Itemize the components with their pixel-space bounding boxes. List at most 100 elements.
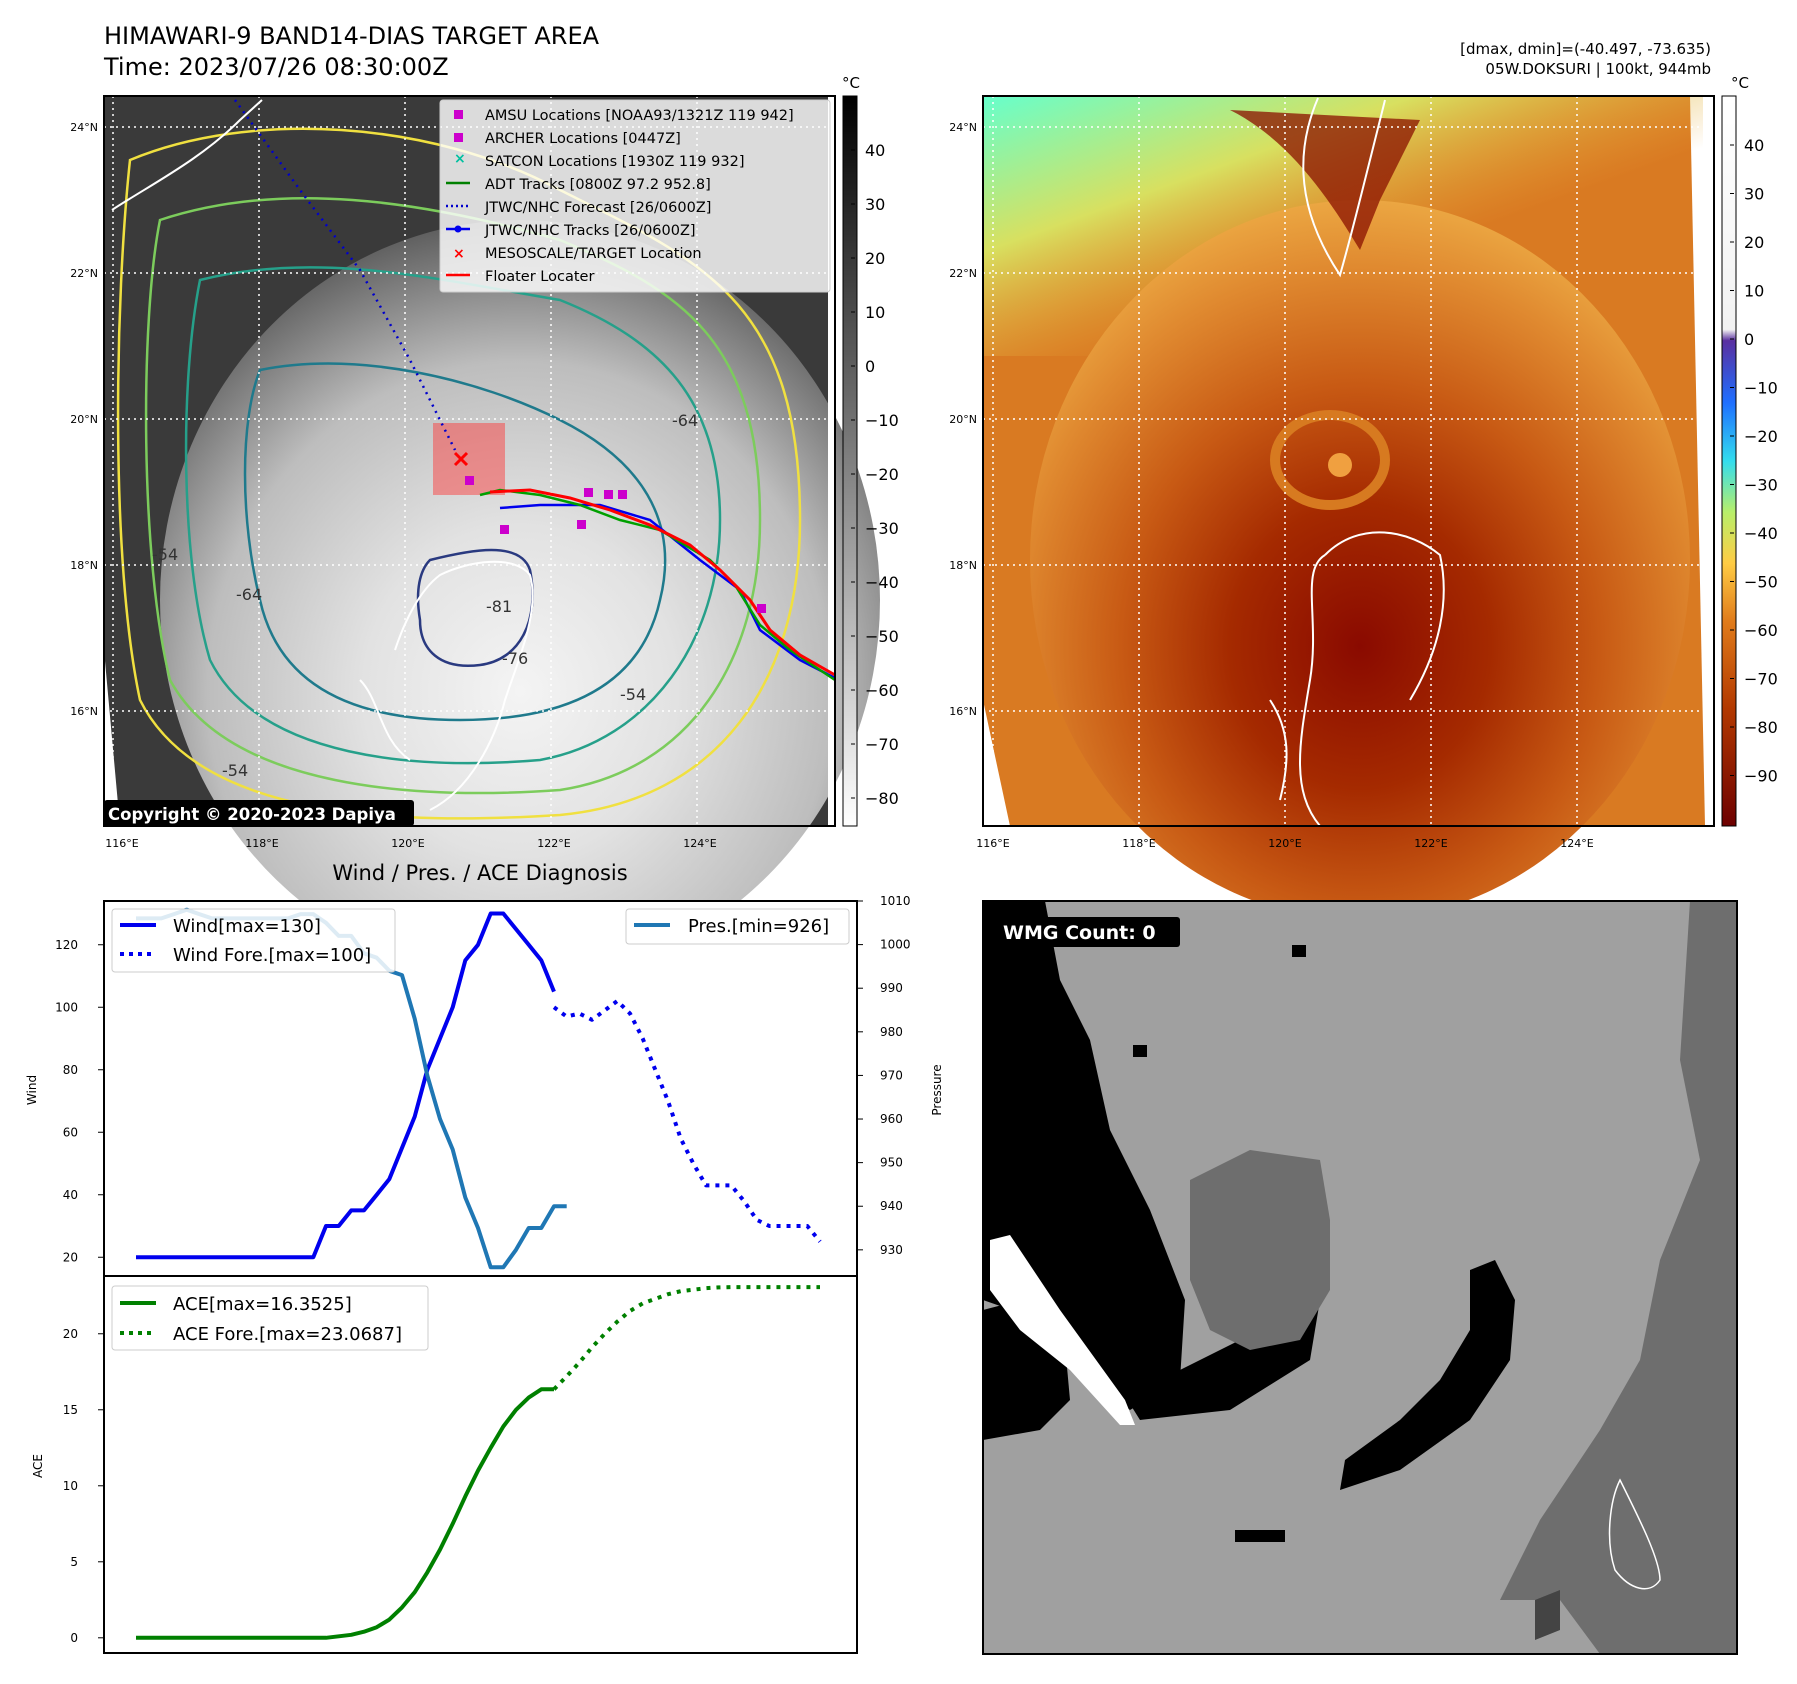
wind-tick-label: 20 (63, 1250, 78, 1264)
colorbar-tick-label: −80 (1744, 718, 1778, 737)
series-line-ace-max-16-3525- (136, 1387, 554, 1640)
colorbar-tick-label: 0 (865, 357, 875, 376)
ace-tick-label: 10 (63, 1479, 78, 1493)
ace-legend (111, 1285, 429, 1351)
legend-floater: Floater Locater (485, 269, 594, 285)
colorbar-tick-label: 40 (1744, 136, 1764, 155)
pressure-legend (625, 908, 850, 945)
series-line-wind-max-130- (136, 911, 556, 1260)
wmg-panel: WMG Count: 0 (982, 900, 1738, 1655)
lon-label: 124°E (683, 837, 716, 850)
coastlines (111, 99, 534, 811)
pressure-tick-label: 1010 (880, 894, 911, 908)
ace-tick-label: 15 (63, 1403, 78, 1417)
svg-text:×: × (453, 246, 465, 262)
colorbar-gray: °C 40 30 20 10 0 −10 −20 −30 −40 −50 −60 −70 −80 (842, 74, 899, 827)
ir-map-frame (103, 95, 836, 827)
colorbar-color-unit: °C (1731, 74, 1749, 92)
colorbar-gray-unit: °C (842, 74, 860, 92)
lat-label: 20°N (70, 413, 98, 426)
colorbar-tick-label: −70 (865, 735, 899, 754)
legend-adt: ADT Tracks [0800Z 97.2 952.8] (485, 177, 711, 193)
colorbar-tick-label: 40 (865, 141, 885, 160)
lon-label: 116°E (105, 837, 138, 850)
figure-time: Time: 2023/07/26 08:30:00Z (103, 53, 449, 81)
lon-label: 124°E (1560, 837, 1593, 850)
ace-tick-label: 20 (63, 1327, 78, 1341)
series-line-wind-fore-max-100- (552, 999, 822, 1243)
legend-wind: Wind[max=130] (173, 916, 321, 937)
lat-label: 18°N (949, 559, 977, 572)
colorbar-tick-label: 10 (865, 303, 885, 322)
colorbar-tick-label: −40 (1744, 524, 1778, 543)
map-gridlines-color (983, 96, 1705, 826)
colorbar-tick-label: −20 (865, 465, 899, 484)
wind-legend (111, 908, 396, 973)
colorbar-tick-label: −60 (865, 681, 899, 700)
pressure-axis-label: Pressure (930, 1064, 944, 1115)
wmg-badge (997, 917, 1180, 947)
ace-chart: 0 5 10 15 20 ACE ACE[max=16.3525] ACE Fore.[… (31, 1275, 858, 1654)
lon-label: 122°E (537, 837, 570, 850)
color-map-panel: 24°N 22°N 20°N 18°N 16°N 116°E 118°E 120… (949, 95, 1715, 920)
jtwc-forecast-track (233, 99, 457, 451)
ace-tick-label: 5 (70, 1555, 78, 1569)
contour-label: -64 (236, 585, 262, 604)
contour-label: -76 (502, 649, 528, 668)
contour-label: -81 (486, 597, 512, 616)
colorbar-tick-label: 10 (1744, 282, 1764, 301)
wind-tick-label: 60 (63, 1125, 78, 1139)
figure-title: HIMAWARI-9 BAND14-DIAS TARGET AREA (104, 22, 600, 50)
legend-ace: ACE[max=16.3525] (173, 1294, 352, 1315)
legend-archer: ARCHER Locations [0447Z] (485, 131, 681, 147)
wind-pressure-chart: 20 40 60 80 100 120 930 940 950 960 970 980 990 1000… (25, 894, 944, 1277)
colorbar-tick-label: −10 (865, 411, 899, 430)
storm-eye-band (1270, 410, 1390, 510)
pressure-tick-label: 960 (880, 1112, 903, 1126)
ace-axis-label: ACE (31, 1454, 45, 1478)
lon-label: 120°E (391, 837, 424, 850)
ir-map-panel: -81 -76 -64 -54 -54 -54 -64 × × AMSU Loc… (70, 95, 880, 980)
lat-label: 22°N (949, 267, 977, 280)
ace-tick-label: 0 (70, 1631, 78, 1645)
legend-ace-forecast: ACE Fore.[max=23.0687] (173, 1324, 402, 1345)
lat-label: 24°N (70, 121, 98, 134)
colorbar-tick-label: 0 (1744, 330, 1754, 349)
wmg-count-label: WMG Count: 0 (1003, 922, 1156, 944)
contour-label: -64 (672, 411, 698, 430)
lon-label: 122°E (1414, 837, 1447, 850)
lat-label: 20°N (949, 413, 977, 426)
lat-label: 22°N (70, 267, 98, 280)
contour-label: -54 (152, 545, 178, 564)
colorbar-tick-label: 20 (1744, 233, 1764, 252)
lon-label: 120°E (1268, 837, 1301, 850)
lon-label: 116°E (976, 837, 1009, 850)
legend-pressure: Pres.[min=926] (688, 916, 829, 937)
contour-label: -54 (222, 761, 248, 780)
copyright-box (104, 800, 414, 826)
storm-cloud-shield (160, 220, 880, 980)
wind-tick-label: 40 (63, 1188, 78, 1202)
wind-tick-label: 120 (55, 938, 78, 952)
pressure-tick-label: 980 (880, 1025, 903, 1039)
pressure-tick-label: 1000 (880, 938, 911, 952)
wmg-white-area (990, 1235, 1135, 1425)
diagnosis-title: Wind / Pres. / ACE Diagnosis (332, 861, 627, 885)
colorbar-tick-label: −40 (865, 573, 899, 592)
lon-label: 118°E (245, 837, 278, 850)
colorbar-tick-label: −50 (865, 627, 899, 646)
wind-axis-label: Wind (25, 1075, 39, 1105)
svg-text:×: × (454, 151, 466, 167)
colorbar-tick-label: 30 (865, 195, 885, 214)
jtwc-track (499, 503, 836, 680)
lat-label: 16°N (70, 705, 98, 718)
pressure-tick-label: 970 (880, 1068, 903, 1082)
legend-satcon: SATCON Locations [1930Z 119 932] (485, 154, 744, 170)
lon-label: 118°E (1122, 837, 1155, 850)
colorbar-tick-label: −50 (1744, 573, 1778, 592)
stats-line-1: [dmax, dmin]=(-40.497, -73.635) (1460, 40, 1711, 58)
legend-amsu: AMSU Locations [NOAA93/1321Z 119 942] (485, 108, 794, 124)
legend-jtwc-tracks: JTWC/NHC Tracks [26/0600Z] (484, 223, 696, 239)
legend-wind-forecast: Wind Fore.[max=100] (173, 945, 371, 966)
storm-cloud-shield-color (1030, 200, 1690, 920)
